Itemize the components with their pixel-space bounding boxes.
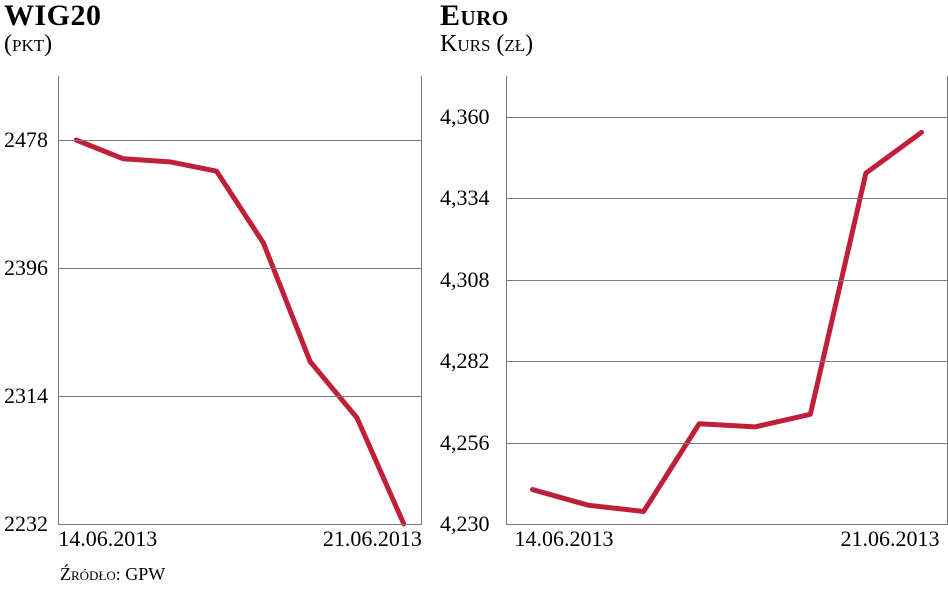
panel-euro: Euro Kurs (zł) 4,230 4,256 4,282 4,308 4,334… xyxy=(436,0,948,558)
charts-container: WIG20 (pkt) 2232 2314 2396 2478 14.06.2013 2… xyxy=(0,0,948,593)
plot-area-right: 4,2304,2564,2824,3084,3344,360 xyxy=(436,76,948,524)
source-label: Źródło: GPW xyxy=(0,564,422,585)
chart-subtitle: Kurs (zł) xyxy=(440,32,948,57)
title-block-right: Euro Kurs (zł) xyxy=(436,0,948,72)
y-axis-line xyxy=(506,76,507,524)
y-axis-labels: 4,2304,2564,2824,3084,3344,360 xyxy=(440,76,510,524)
y-tick-label: 2478 xyxy=(4,127,48,153)
x-tick-label: 21.06.2013 xyxy=(323,526,422,552)
y-tick-label: 2314 xyxy=(4,383,48,409)
y-axis-line xyxy=(58,76,59,524)
y-axis-labels: 2232231423962478 xyxy=(4,76,62,524)
y-tick-label: 4,256 xyxy=(440,430,490,456)
y-tick-label: 4,230 xyxy=(440,511,490,537)
chart-title: Euro xyxy=(440,0,948,32)
plot-box-right xyxy=(506,76,948,524)
x-tick-label: 14.06.2013 xyxy=(515,526,614,552)
data-line xyxy=(76,140,404,524)
gridline xyxy=(506,524,948,525)
y-tick-label: 4,360 xyxy=(440,104,490,130)
panel-wig20: WIG20 (pkt) 2232 2314 2396 2478 14.06.2013 2… xyxy=(0,0,422,585)
gridline xyxy=(506,443,948,444)
y-tick-label: 4,308 xyxy=(440,267,490,293)
gridline xyxy=(58,268,422,269)
plot-area-left: 2232231423962478 xyxy=(0,76,422,524)
y-tick-label: 2232 xyxy=(4,511,48,537)
gridline xyxy=(506,280,948,281)
x-axis-labels: 14.06.2013 21.06.2013 xyxy=(506,526,948,558)
y-tick-label: 2396 xyxy=(4,255,48,281)
x-axis-labels: 14.06.2013 21.06.2013 xyxy=(58,526,422,558)
y-tick-label: 4,334 xyxy=(440,185,490,211)
gridline xyxy=(506,198,948,199)
data-line xyxy=(533,132,922,511)
chart-title: WIG20 xyxy=(4,0,422,32)
gridline xyxy=(506,361,948,362)
x-tick-label: 21.06.2013 xyxy=(840,526,939,552)
plot-right-border xyxy=(421,76,422,524)
y-tick-label: 4,282 xyxy=(440,348,490,374)
line-chart-svg xyxy=(506,76,948,524)
plot-box-left xyxy=(58,76,422,524)
x-tick-label: 14.06.2013 xyxy=(58,526,157,552)
gridline xyxy=(58,396,422,397)
gridline xyxy=(58,524,422,525)
chart-subtitle: (pkt) xyxy=(4,32,422,57)
gridline xyxy=(58,140,422,141)
gridline xyxy=(506,117,948,118)
line-chart-svg xyxy=(58,76,422,524)
title-block-left: WIG20 (pkt) xyxy=(0,0,422,72)
